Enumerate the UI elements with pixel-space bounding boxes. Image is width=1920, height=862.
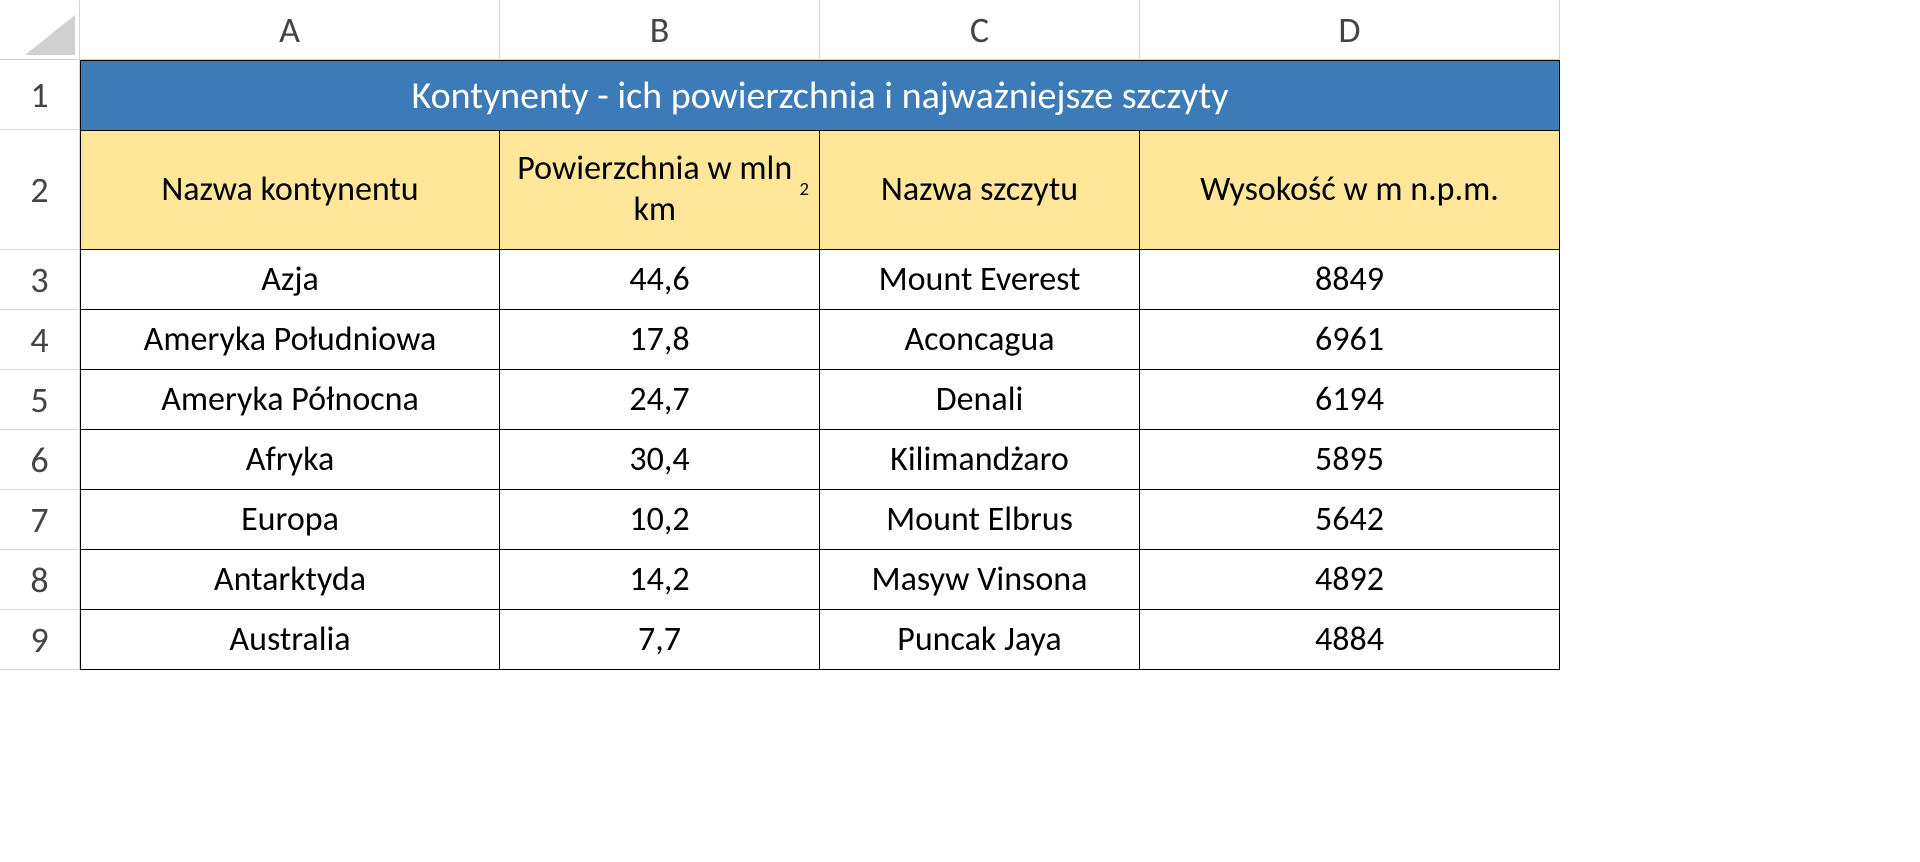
- cell-area[interactable]: 10,2: [500, 490, 820, 550]
- col-header-area[interactable]: Powierzchnia w mln km2: [500, 130, 820, 250]
- row-header-8[interactable]: 8: [0, 550, 80, 610]
- cell-continent[interactable]: Ameryka Południowa: [80, 310, 500, 370]
- table-title[interactable]: Kontynenty - ich powierzchnia i najważni…: [80, 60, 1560, 130]
- cell-height[interactable]: 5642: [1140, 490, 1560, 550]
- row-header-4[interactable]: 4: [0, 310, 80, 370]
- cell-continent[interactable]: Europa: [80, 490, 500, 550]
- row-header-6[interactable]: 6: [0, 430, 80, 490]
- cell-continent[interactable]: Azja: [80, 250, 500, 310]
- col-header-height[interactable]: Wysokość w m n.p.m.: [1140, 130, 1560, 250]
- cell-continent[interactable]: Ameryka Północna: [80, 370, 500, 430]
- cell-peak[interactable]: Aconcagua: [820, 310, 1140, 370]
- row-header-7[interactable]: 7: [0, 490, 80, 550]
- row-header-2[interactable]: 2: [0, 130, 80, 250]
- cell-height[interactable]: 8849: [1140, 250, 1560, 310]
- cell-height[interactable]: 4892: [1140, 550, 1560, 610]
- cell-continent[interactable]: Afryka: [80, 430, 500, 490]
- row-header-9[interactable]: 9: [0, 610, 80, 670]
- select-all-corner[interactable]: [0, 0, 80, 60]
- cell-peak[interactable]: Puncak Jaya: [820, 610, 1140, 670]
- cell-height[interactable]: 6194: [1140, 370, 1560, 430]
- column-header-A[interactable]: A: [80, 0, 500, 60]
- cell-peak[interactable]: Kilimandżaro: [820, 430, 1140, 490]
- cell-area[interactable]: 30,4: [500, 430, 820, 490]
- cell-peak[interactable]: Masyw Vinsona: [820, 550, 1140, 610]
- cell-continent[interactable]: Australia: [80, 610, 500, 670]
- column-header-D[interactable]: D: [1140, 0, 1560, 60]
- col-header-peak[interactable]: Nazwa szczytu: [820, 130, 1140, 250]
- cell-area[interactable]: 7,7: [500, 610, 820, 670]
- column-header-B[interactable]: B: [500, 0, 820, 60]
- cell-peak[interactable]: Mount Elbrus: [820, 490, 1140, 550]
- row-header-3[interactable]: 3: [0, 250, 80, 310]
- cell-area[interactable]: 24,7: [500, 370, 820, 430]
- spreadsheet-grid: A B C D 1 Kontynenty - ich powierzchnia …: [0, 0, 1920, 670]
- cell-height[interactable]: 4884: [1140, 610, 1560, 670]
- cell-height[interactable]: 5895: [1140, 430, 1560, 490]
- cell-area[interactable]: 14,2: [500, 550, 820, 610]
- cell-area[interactable]: 44,6: [500, 250, 820, 310]
- cell-peak[interactable]: Mount Everest: [820, 250, 1140, 310]
- col-header-continent[interactable]: Nazwa kontynentu: [80, 130, 500, 250]
- cell-peak[interactable]: Denali: [820, 370, 1140, 430]
- cell-continent[interactable]: Antarktyda: [80, 550, 500, 610]
- column-header-C[interactable]: C: [820, 0, 1140, 60]
- cell-area[interactable]: 17,8: [500, 310, 820, 370]
- row-header-5[interactable]: 5: [0, 370, 80, 430]
- row-header-1[interactable]: 1: [0, 60, 80, 130]
- cell-height[interactable]: 6961: [1140, 310, 1560, 370]
